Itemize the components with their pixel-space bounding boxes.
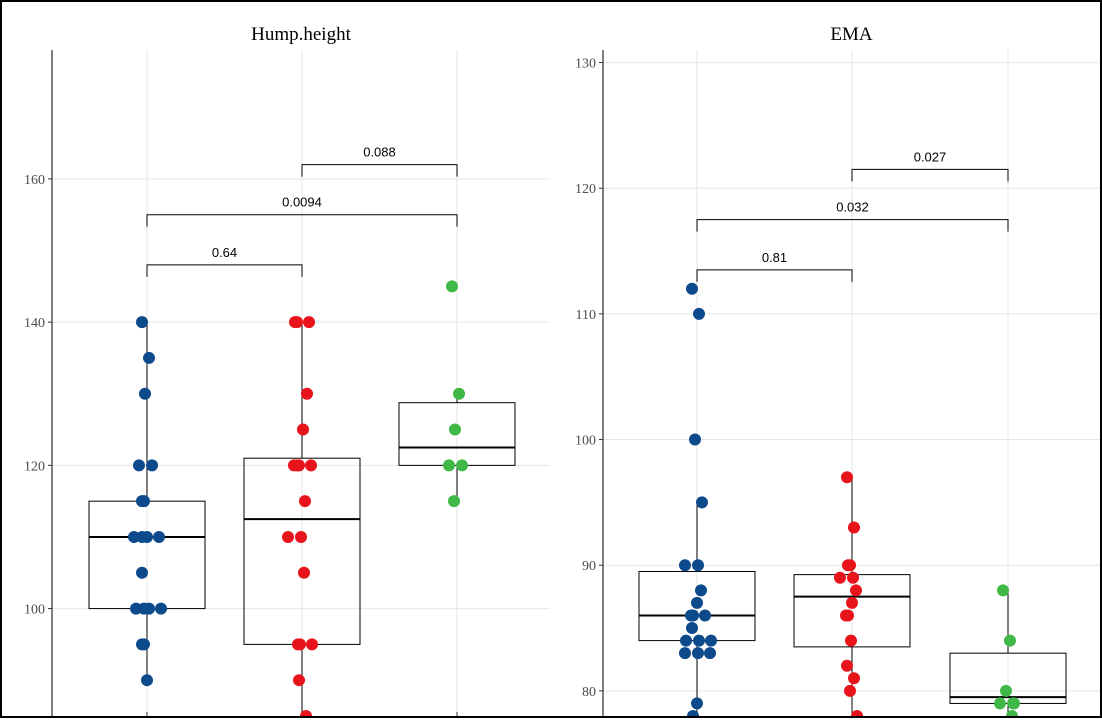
data-point xyxy=(842,559,854,572)
data-point xyxy=(841,659,853,672)
data-point xyxy=(136,530,148,543)
data-point xyxy=(994,697,1006,710)
data-point xyxy=(143,351,155,364)
data-point xyxy=(448,495,460,508)
comparison-pvalue: 0.81 xyxy=(762,250,787,265)
data-point xyxy=(282,530,294,543)
data-point xyxy=(136,638,148,651)
data-point xyxy=(299,495,311,508)
y-tick-label: 80 xyxy=(582,685,596,700)
data-point xyxy=(301,387,313,400)
comparison-pvalue: 0.032 xyxy=(836,200,869,215)
data-point xyxy=(847,571,859,584)
data-point xyxy=(153,530,165,543)
data-point xyxy=(292,638,304,651)
y-tick-label: 160 xyxy=(24,173,45,188)
data-point xyxy=(306,638,318,651)
data-point xyxy=(699,609,711,622)
panel-2: 80 90 100 110 120 130 EMA 0.81 0.032 0.027 xyxy=(575,24,1100,721)
data-point xyxy=(295,530,307,543)
panel-title: Hump.height xyxy=(251,24,351,45)
data-point xyxy=(686,622,698,635)
comparison-pvalue: 0.027 xyxy=(914,149,947,164)
y-tick-label: 120 xyxy=(575,182,596,197)
data-point xyxy=(1000,684,1012,697)
data-point xyxy=(289,316,301,329)
y-tick-label: 140 xyxy=(24,316,45,331)
data-point xyxy=(693,634,705,647)
comparison-bracket xyxy=(146,264,303,277)
comparison-bracket xyxy=(146,214,458,227)
data-point xyxy=(848,521,860,534)
data-point xyxy=(1008,697,1020,710)
data-point xyxy=(456,459,468,472)
data-point xyxy=(691,697,703,710)
data-point xyxy=(449,423,461,436)
y-tick-label: 110 xyxy=(576,308,596,323)
data-point xyxy=(293,674,305,687)
comparison-pvalue: 0.64 xyxy=(212,245,237,260)
data-point xyxy=(303,316,315,329)
data-point xyxy=(679,647,691,660)
data-point xyxy=(692,647,704,660)
data-point xyxy=(679,559,691,572)
data-point xyxy=(141,674,153,687)
data-point xyxy=(136,316,148,329)
data-point xyxy=(689,433,701,446)
data-point xyxy=(288,459,300,472)
comparison-pvalue: 0.0094 xyxy=(282,195,322,210)
data-point xyxy=(695,584,707,597)
data-point xyxy=(680,634,692,647)
y-tick-label: 90 xyxy=(582,559,596,574)
data-point xyxy=(453,387,465,400)
y-tick-label: 120 xyxy=(24,459,45,474)
comparison-bracket xyxy=(696,219,1009,232)
data-point xyxy=(841,471,853,484)
data-point xyxy=(1004,634,1016,647)
data-point xyxy=(136,566,148,579)
data-point xyxy=(851,710,863,721)
y-tick-label: 130 xyxy=(575,57,596,72)
data-point xyxy=(138,602,150,615)
data-point xyxy=(305,459,317,472)
y-tick-label: 100 xyxy=(24,603,45,618)
y-tick-label: 100 xyxy=(575,434,596,449)
data-point xyxy=(691,596,703,609)
data-point xyxy=(848,672,860,685)
data-point xyxy=(844,684,856,697)
data-point xyxy=(997,584,1009,597)
data-point xyxy=(850,584,862,597)
data-point xyxy=(298,566,310,579)
data-point xyxy=(705,634,717,647)
comparison-bracket xyxy=(851,168,1009,182)
data-point xyxy=(133,459,145,472)
data-point xyxy=(840,609,852,622)
panel-title: EMA xyxy=(830,24,873,45)
data-point xyxy=(846,596,858,609)
data-point xyxy=(146,459,158,472)
data-point xyxy=(696,496,708,509)
data-point xyxy=(845,634,857,647)
data-point xyxy=(136,495,148,508)
comparison-pvalue: 0.088 xyxy=(363,145,396,160)
panel-1: 100 120 140 160 Hump.height 0.64 0.0094 0.088 xyxy=(24,24,550,721)
data-point xyxy=(446,280,458,293)
data-point xyxy=(297,423,309,436)
comparison-bracket xyxy=(696,269,853,282)
comparison-bracket xyxy=(301,164,458,177)
data-point xyxy=(443,459,455,472)
data-point xyxy=(834,571,846,584)
data-point xyxy=(693,307,705,320)
data-point xyxy=(686,282,698,295)
data-point xyxy=(692,559,704,572)
data-point xyxy=(139,387,151,400)
data-point xyxy=(685,609,697,622)
data-point xyxy=(704,647,716,660)
data-point xyxy=(155,602,167,615)
